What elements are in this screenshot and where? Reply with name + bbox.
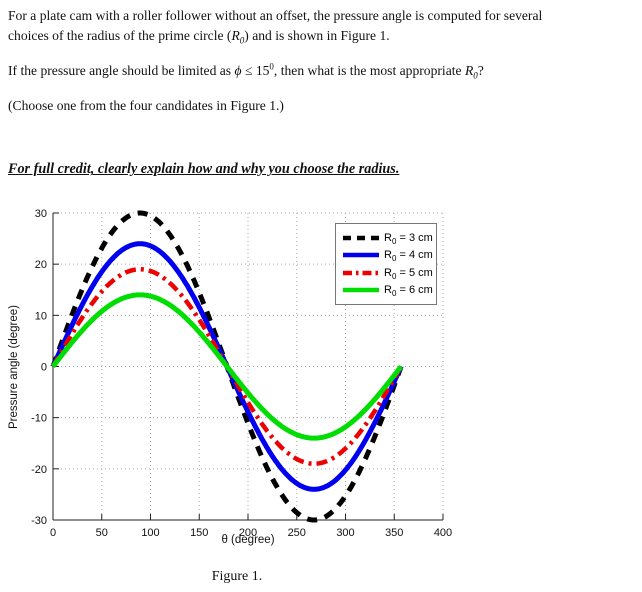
legend-label: R0 = 5 cm <box>384 266 433 281</box>
legend-label: R0 = 6 cm <box>384 284 433 299</box>
legend-line-sample-solid-blue <box>343 252 379 258</box>
svg-text:300: 300 <box>336 527 354 539</box>
svg-text:20: 20 <box>35 259 47 271</box>
y-axis-label: Pressure angle (degree) <box>8 305 20 429</box>
intro-line-2b: ) and is shown in Figure 1. <box>244 28 390 44</box>
degree-superscript: 0 <box>269 61 274 72</box>
question-text-a: If the pressure angle should be limited … <box>8 63 235 79</box>
figure-caption: Figure 1. <box>212 569 263 584</box>
r0-subscript: 0 <box>239 35 245 46</box>
legend-line-sample-dashdot-red <box>343 270 379 276</box>
svg-text:30: 30 <box>35 208 47 220</box>
question-span: If the pressure angle should be limited … <box>8 61 484 81</box>
legend-line-sample-solid-green <box>343 288 379 293</box>
figure-1: 0 50 100 150 200 250 300 350 400 30 20 10 0 -10 -20 -30… <box>0 190 642 592</box>
question-text: For a plate cam with a roller follower w… <box>0 0 642 180</box>
legend-label: R0 = 4 cm <box>384 249 433 264</box>
legend-entry-r0-4cm: R0 = 4 cm <box>341 247 433 264</box>
legend-entry-r0-6cm: R0 = 6 cm <box>341 282 433 299</box>
r0-symbol: R <box>464 63 474 79</box>
question-text-c: , then what is the most appropriate <box>273 63 465 79</box>
svg-text:200: 200 <box>239 527 257 539</box>
svg-text:-30: -30 <box>31 515 47 527</box>
legend-entry-r0-5cm: R0 = 5 cm <box>341 264 433 281</box>
svg-text:100: 100 <box>141 527 159 539</box>
svg-text:-20: -20 <box>31 464 47 476</box>
svg-text:400: 400 <box>434 527 452 539</box>
svg-text:350: 350 <box>385 527 403 539</box>
r0-symbol: R <box>231 28 240 44</box>
svg-text:-10: -10 <box>31 413 47 425</box>
curve-r0-6cm <box>51 292 404 441</box>
question-text-d: ? <box>477 63 484 79</box>
phi-symbol: ϕ <box>234 63 242 79</box>
svg-text:50: 50 <box>96 527 108 539</box>
svg-text:0: 0 <box>50 527 56 539</box>
x-axis-label: θ (degree) <box>221 534 274 546</box>
legend-entry-r0-3cm: R0 = 3 cm <box>341 229 433 246</box>
intro-line-1: For a plate cam with a roller follower w… <box>8 8 543 23</box>
svg-text:150: 150 <box>190 527 208 539</box>
pressure-angle-chart: 0 50 100 150 200 250 300 350 4003020100-10-20-30… <box>8 208 452 584</box>
legend-line-sample-dashed-black <box>343 235 379 240</box>
paragraph-credit: For full credit, clearly explain how and… <box>8 161 400 178</box>
svg-text:10: 10 <box>35 310 47 322</box>
svg-text:250: 250 <box>288 527 306 539</box>
legend-label: R0 = 3 cm <box>384 231 433 246</box>
paragraph-intro: For a plate cam with a roller follower w… <box>8 6 634 46</box>
paragraph-choose: (Choose one from the four candidates in … <box>8 98 284 114</box>
question-text-b: ≤ 15 <box>241 63 270 79</box>
paragraph-question: If the pressure angle should be limited … <box>8 61 634 81</box>
r0-subscript: 0 <box>473 70 478 81</box>
svg-text:0: 0 <box>41 362 47 374</box>
data-curves <box>50 210 404 523</box>
intro-line-2a: choices of the radius of the prime circl… <box>8 28 232 44</box>
chart-legend: R0 = 3 cm R0 = 4 cm R0 = 5 cm R0 = 6 cm <box>335 223 437 305</box>
